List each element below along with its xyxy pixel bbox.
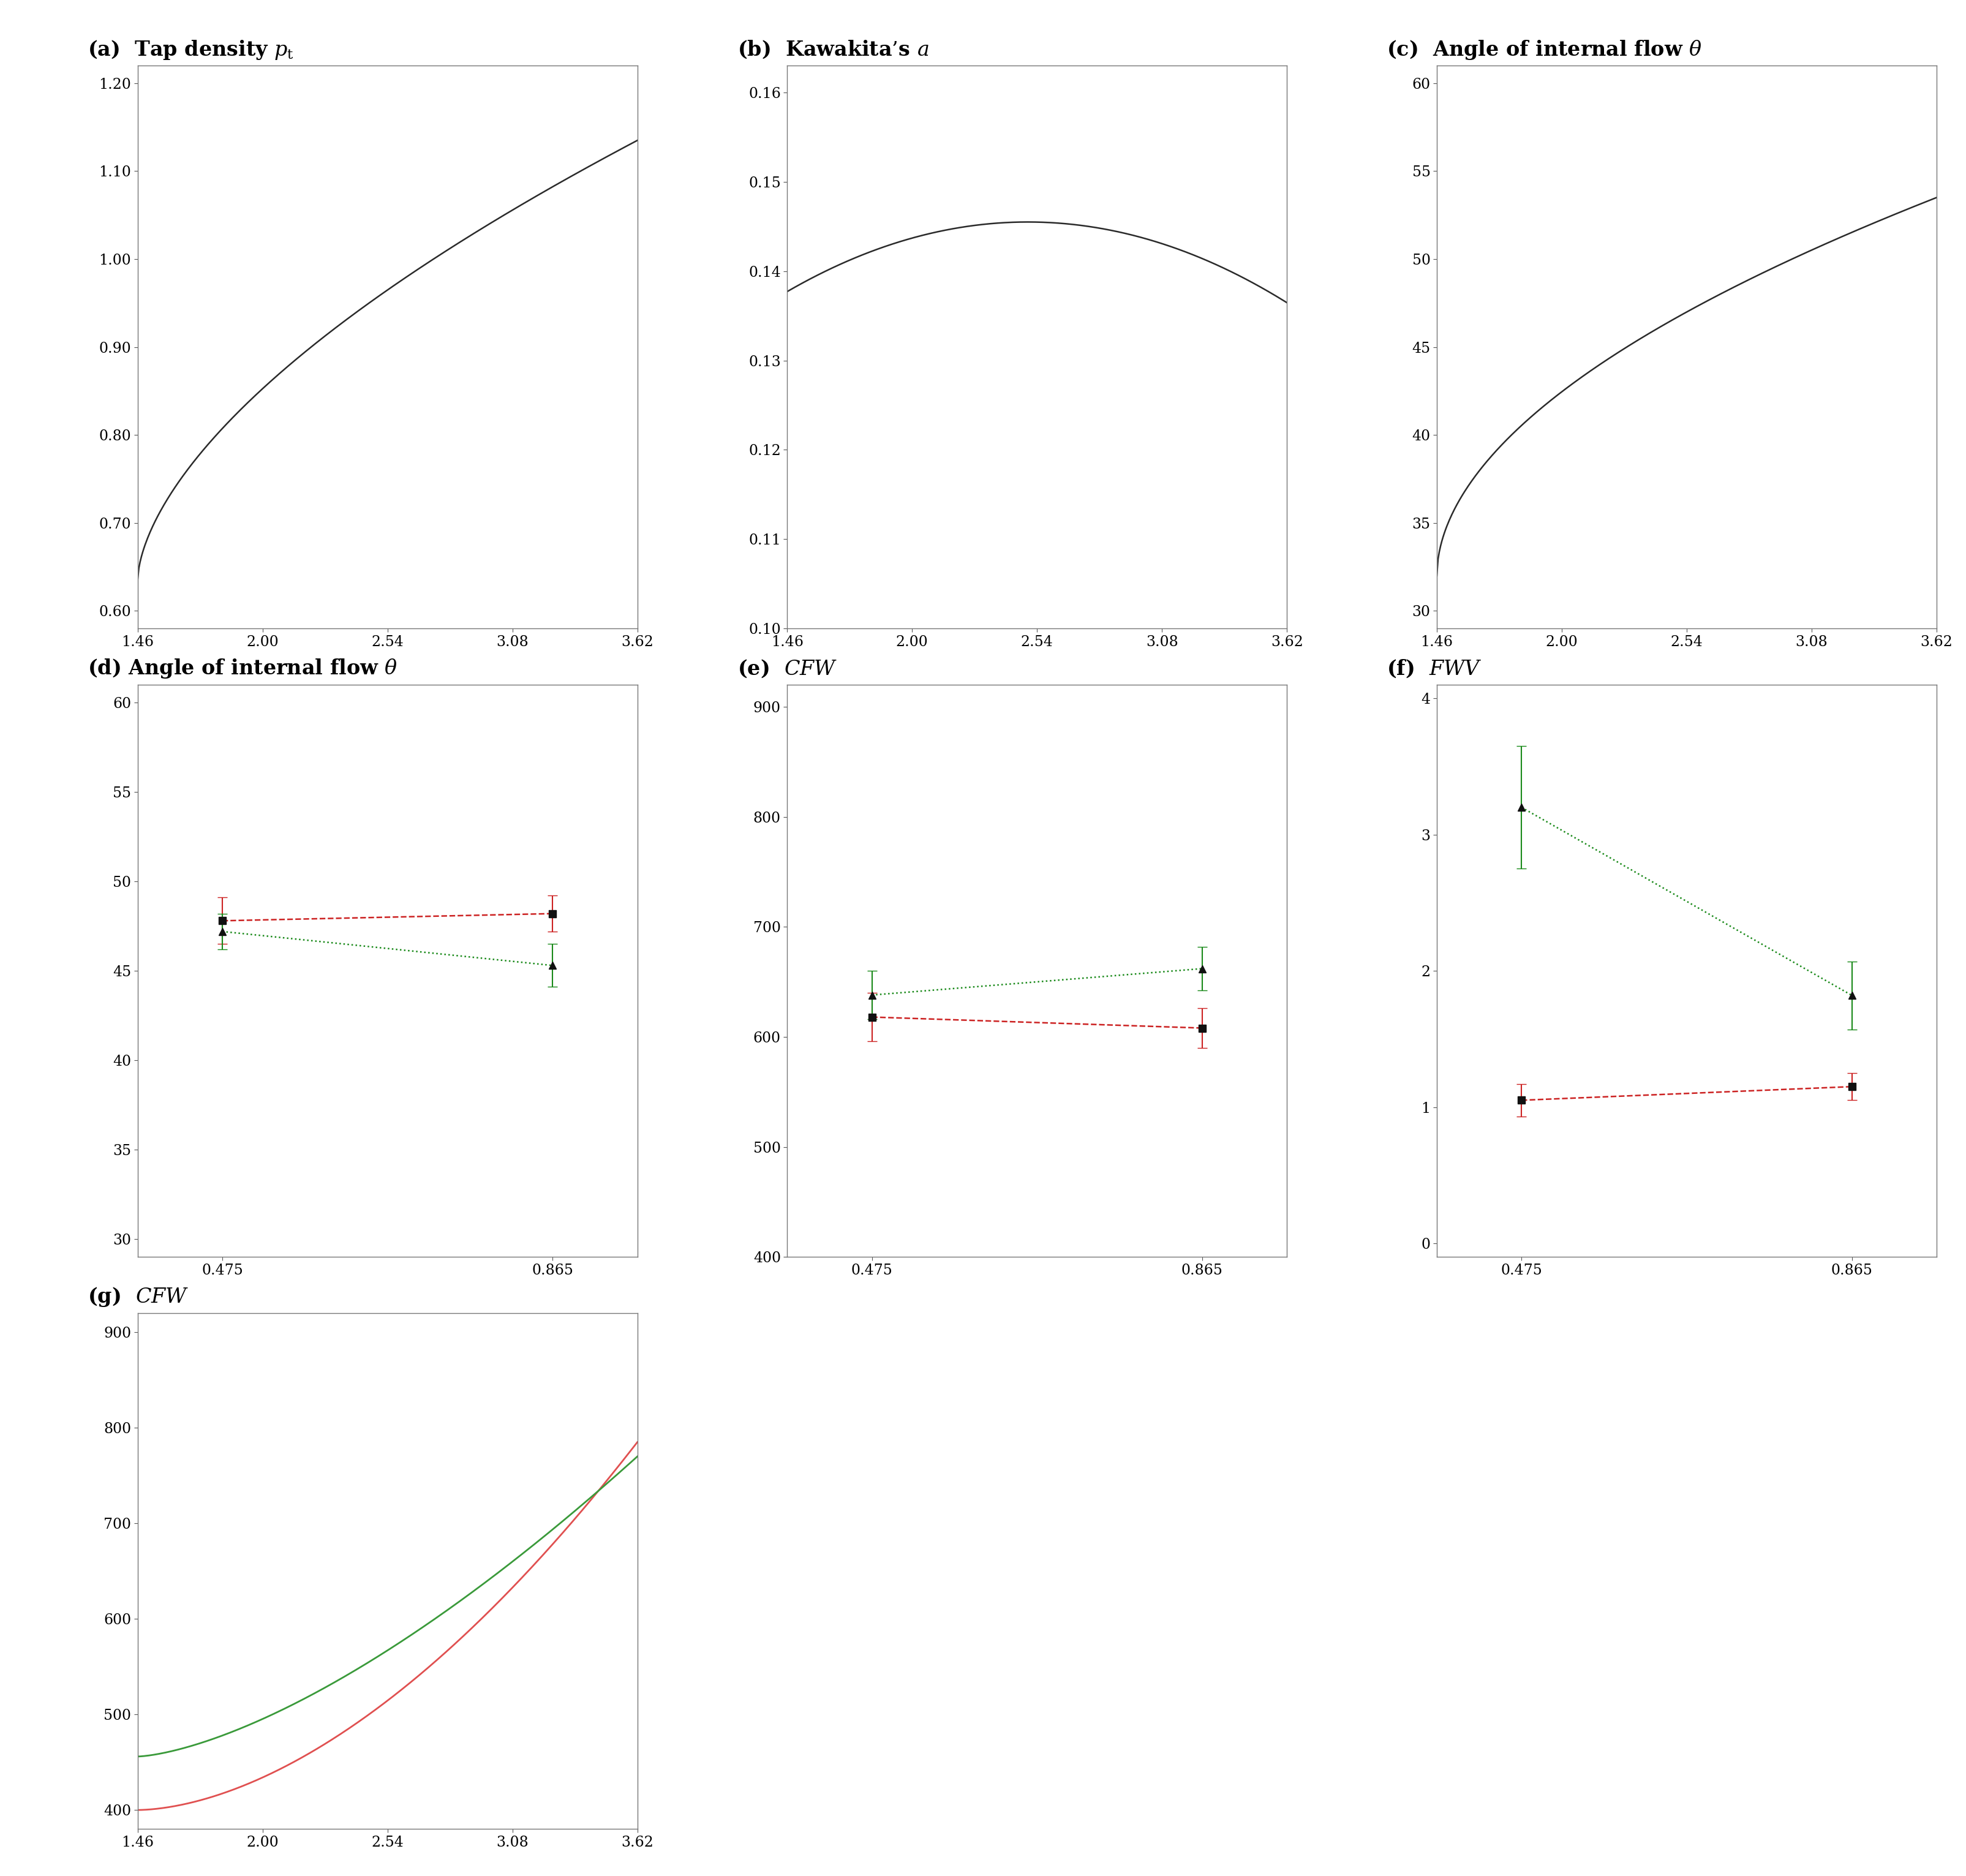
- Text: $\mathbf{(g)}$  $\mathit{CFW}$: $\mathbf{(g)}$ $\mathit{CFW}$: [88, 1285, 189, 1308]
- Text: $\mathbf{(c)}$  Angle of internal flow $\theta$: $\mathbf{(c)}$ Angle of internal flow $\…: [1386, 38, 1703, 60]
- Text: $\mathbf{(a)}$  Tap density $p_\mathrm{t}$: $\mathbf{(a)}$ Tap density $p_\mathrm{t}…: [88, 38, 295, 60]
- Text: $\mathbf{(f)}$  $\mathit{FWV}$: $\mathbf{(f)}$ $\mathit{FWV}$: [1386, 658, 1482, 679]
- Text: $\mathbf{(b)}$  Kawakita’s $a$: $\mathbf{(b)}$ Kawakita’s $a$: [737, 39, 928, 60]
- Text: $\mathbf{(d)}$ Angle of internal flow $\theta$: $\mathbf{(d)}$ Angle of internal flow $\…: [88, 657, 397, 679]
- Text: $\mathbf{(e)}$  $\mathit{CFW}$: $\mathbf{(e)}$ $\mathit{CFW}$: [737, 658, 838, 679]
